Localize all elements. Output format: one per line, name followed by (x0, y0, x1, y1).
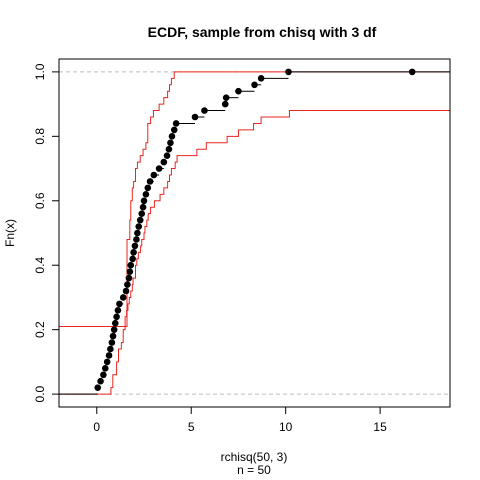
ecdf-point (170, 126, 178, 134)
y-tick-label: 1.0 (33, 63, 47, 80)
ecdf-point (138, 210, 146, 217)
ecdf-point (172, 120, 180, 127)
sample-size-label: n = 50 (237, 463, 271, 477)
ecdf-point (110, 326, 118, 333)
ecdf-point (111, 319, 119, 327)
x-tick-label: 0 (93, 420, 100, 434)
ecdf-point (160, 158, 168, 166)
ecdf-points (94, 68, 416, 391)
ecdf-point (125, 274, 133, 282)
ecdf-point (116, 300, 123, 308)
chart-title: ECDF, sample from chisq with 3 df (148, 24, 377, 40)
y-tick-label: 0.2 (33, 321, 47, 338)
ecdf-point (235, 87, 242, 95)
plot-frame (58, 58, 451, 408)
ecdf-point (119, 294, 127, 301)
ecdf-point (103, 358, 111, 366)
ecdf-point (124, 281, 131, 288)
ecdf-point (168, 133, 176, 140)
ecdf-point (126, 268, 134, 275)
ecdf-point (101, 365, 109, 372)
ecdf-point (146, 178, 154, 185)
ecdf-point (105, 352, 113, 359)
ecdf-point (221, 100, 229, 108)
ecdf-point (97, 377, 104, 385)
ecdf-point (133, 236, 140, 243)
ecdf-point (140, 197, 148, 205)
reference-lines (59, 71, 450, 395)
ecdf-point (135, 223, 143, 230)
ecdf-point (201, 107, 208, 114)
ecdf-point (136, 216, 144, 224)
ecdf-point (130, 249, 137, 256)
ecdf-point (408, 68, 416, 76)
ecdf-point (114, 307, 122, 314)
ecdf-point (155, 165, 163, 172)
y-tick-label: 0.6 (33, 192, 47, 209)
x-tick-label: 10 (279, 420, 293, 434)
ecdf-point (127, 261, 135, 269)
ecdf-point (251, 81, 258, 89)
ecdf-point (163, 152, 171, 159)
ecdf-point (222, 94, 230, 101)
lower-confidence-band (59, 110, 450, 395)
ecdf-point (131, 242, 139, 250)
ecdf-steps (59, 71, 450, 395)
upper-confidence-band (59, 71, 450, 327)
ecdf-point (257, 75, 265, 82)
ecdf-point (113, 313, 120, 321)
ecdf-point (100, 371, 107, 379)
ecdf-point (150, 171, 158, 179)
y-tick-label: 0.8 (33, 128, 47, 145)
ecdf-point (165, 145, 173, 153)
x-axis-label: rchisq(50, 3) (221, 450, 288, 464)
ecdf-point (129, 255, 136, 263)
y-tick-label: 0.4 (33, 257, 47, 274)
ecdf-point (94, 384, 102, 391)
ecdf-point (144, 184, 152, 192)
y-axis: 0.0 0.2 0.4 0.6 0.8 1.0 (33, 63, 60, 402)
x-tick-label: 15 (373, 420, 387, 434)
x-tick-label: 5 (188, 420, 195, 434)
y-axis-label: Fn(x) (3, 219, 17, 247)
ecdf-point (122, 287, 130, 295)
ecdf-point (142, 191, 150, 198)
x-axis: 0 5 10 15 (93, 406, 387, 434)
ecdf-point (139, 203, 147, 211)
ecdf-point (108, 339, 116, 346)
confidence-bands (59, 71, 450, 395)
y-tick-label: 0.0 (33, 385, 47, 402)
ecdf-point (109, 332, 117, 340)
ecdf-point (107, 345, 114, 353)
ecdf-point (285, 68, 292, 76)
ecdf-point (167, 139, 174, 147)
ecdf-point (134, 229, 141, 237)
ecdf-point (191, 113, 199, 121)
